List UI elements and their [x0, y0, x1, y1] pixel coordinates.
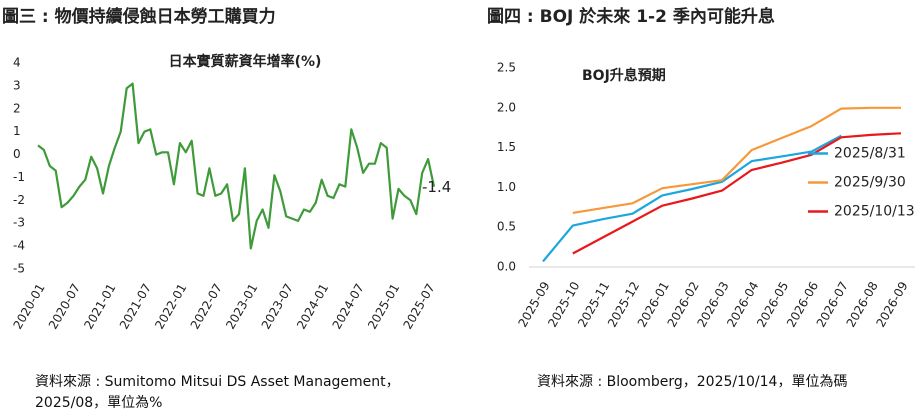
source-note: 資料來源 : Bloomberg，2025/10/14，單位為碼: [537, 374, 848, 390]
legend-label: 2025/9/30: [834, 175, 906, 191]
x-tick-label: 2025-01: [365, 281, 402, 331]
y-tick-label: 2: [13, 101, 21, 115]
x-tick-label: 2024-01: [294, 281, 331, 331]
y-tick-label: 4: [13, 56, 21, 70]
y-tick-label: -4: [13, 239, 25, 253]
y-tick-label: -3: [13, 216, 25, 230]
data-line: [572, 106, 901, 214]
x-tick-label: 2023-01: [223, 281, 260, 331]
y-tick-label: 2.0: [497, 100, 516, 114]
x-tick-label: 2023-07: [259, 281, 296, 331]
x-tick-label: 2021-07: [117, 281, 154, 331]
data-line: [37, 82, 436, 250]
data-label: -1.4: [422, 178, 451, 196]
x-tick-label: 2024-07: [330, 281, 367, 331]
y-tick-label: 3: [13, 78, 21, 92]
chart-heading: 圖三 : 物價持續侵蝕日本勞工購買力: [2, 6, 276, 27]
y-tick-label: 0.0: [497, 260, 516, 274]
legend-label: 2025/10/13: [834, 204, 915, 220]
y-tick-label: 1.5: [497, 140, 516, 154]
y-tick-label: -1: [13, 170, 25, 184]
y-tick-label: -2: [13, 193, 25, 207]
source-note: 資料來源 : Sumitomo Mitsui DS Asset Manageme…: [35, 374, 400, 411]
y-tick-label: 1.0: [497, 180, 516, 194]
chart-title: 日本實質薪資年增率(%): [169, 53, 322, 70]
data-line: [572, 132, 902, 255]
y-tick-label: 0: [13, 147, 21, 161]
x-tick-label: 2022-01: [152, 281, 189, 331]
y-tick-label: 2.5: [497, 61, 516, 75]
data-line: [542, 134, 842, 263]
y-tick-label: -5: [13, 262, 25, 276]
x-tick-label: 2022-07: [188, 281, 225, 331]
legend-label: 2025/8/31: [834, 146, 906, 162]
x-tick-label: 2020-07: [46, 281, 83, 331]
y-tick-label: 0.5: [497, 220, 516, 234]
chart-heading: 圖四 : BOJ 於未來 1-2 季內可能升息: [487, 6, 775, 27]
x-tick-label: 2021-01: [81, 281, 118, 331]
x-tick-label: 2025-07: [401, 281, 438, 331]
y-tick-label: 1: [13, 124, 21, 138]
x-tick-label: 2020-01: [10, 281, 47, 331]
chart-title: BOJ升息預期: [582, 67, 666, 84]
